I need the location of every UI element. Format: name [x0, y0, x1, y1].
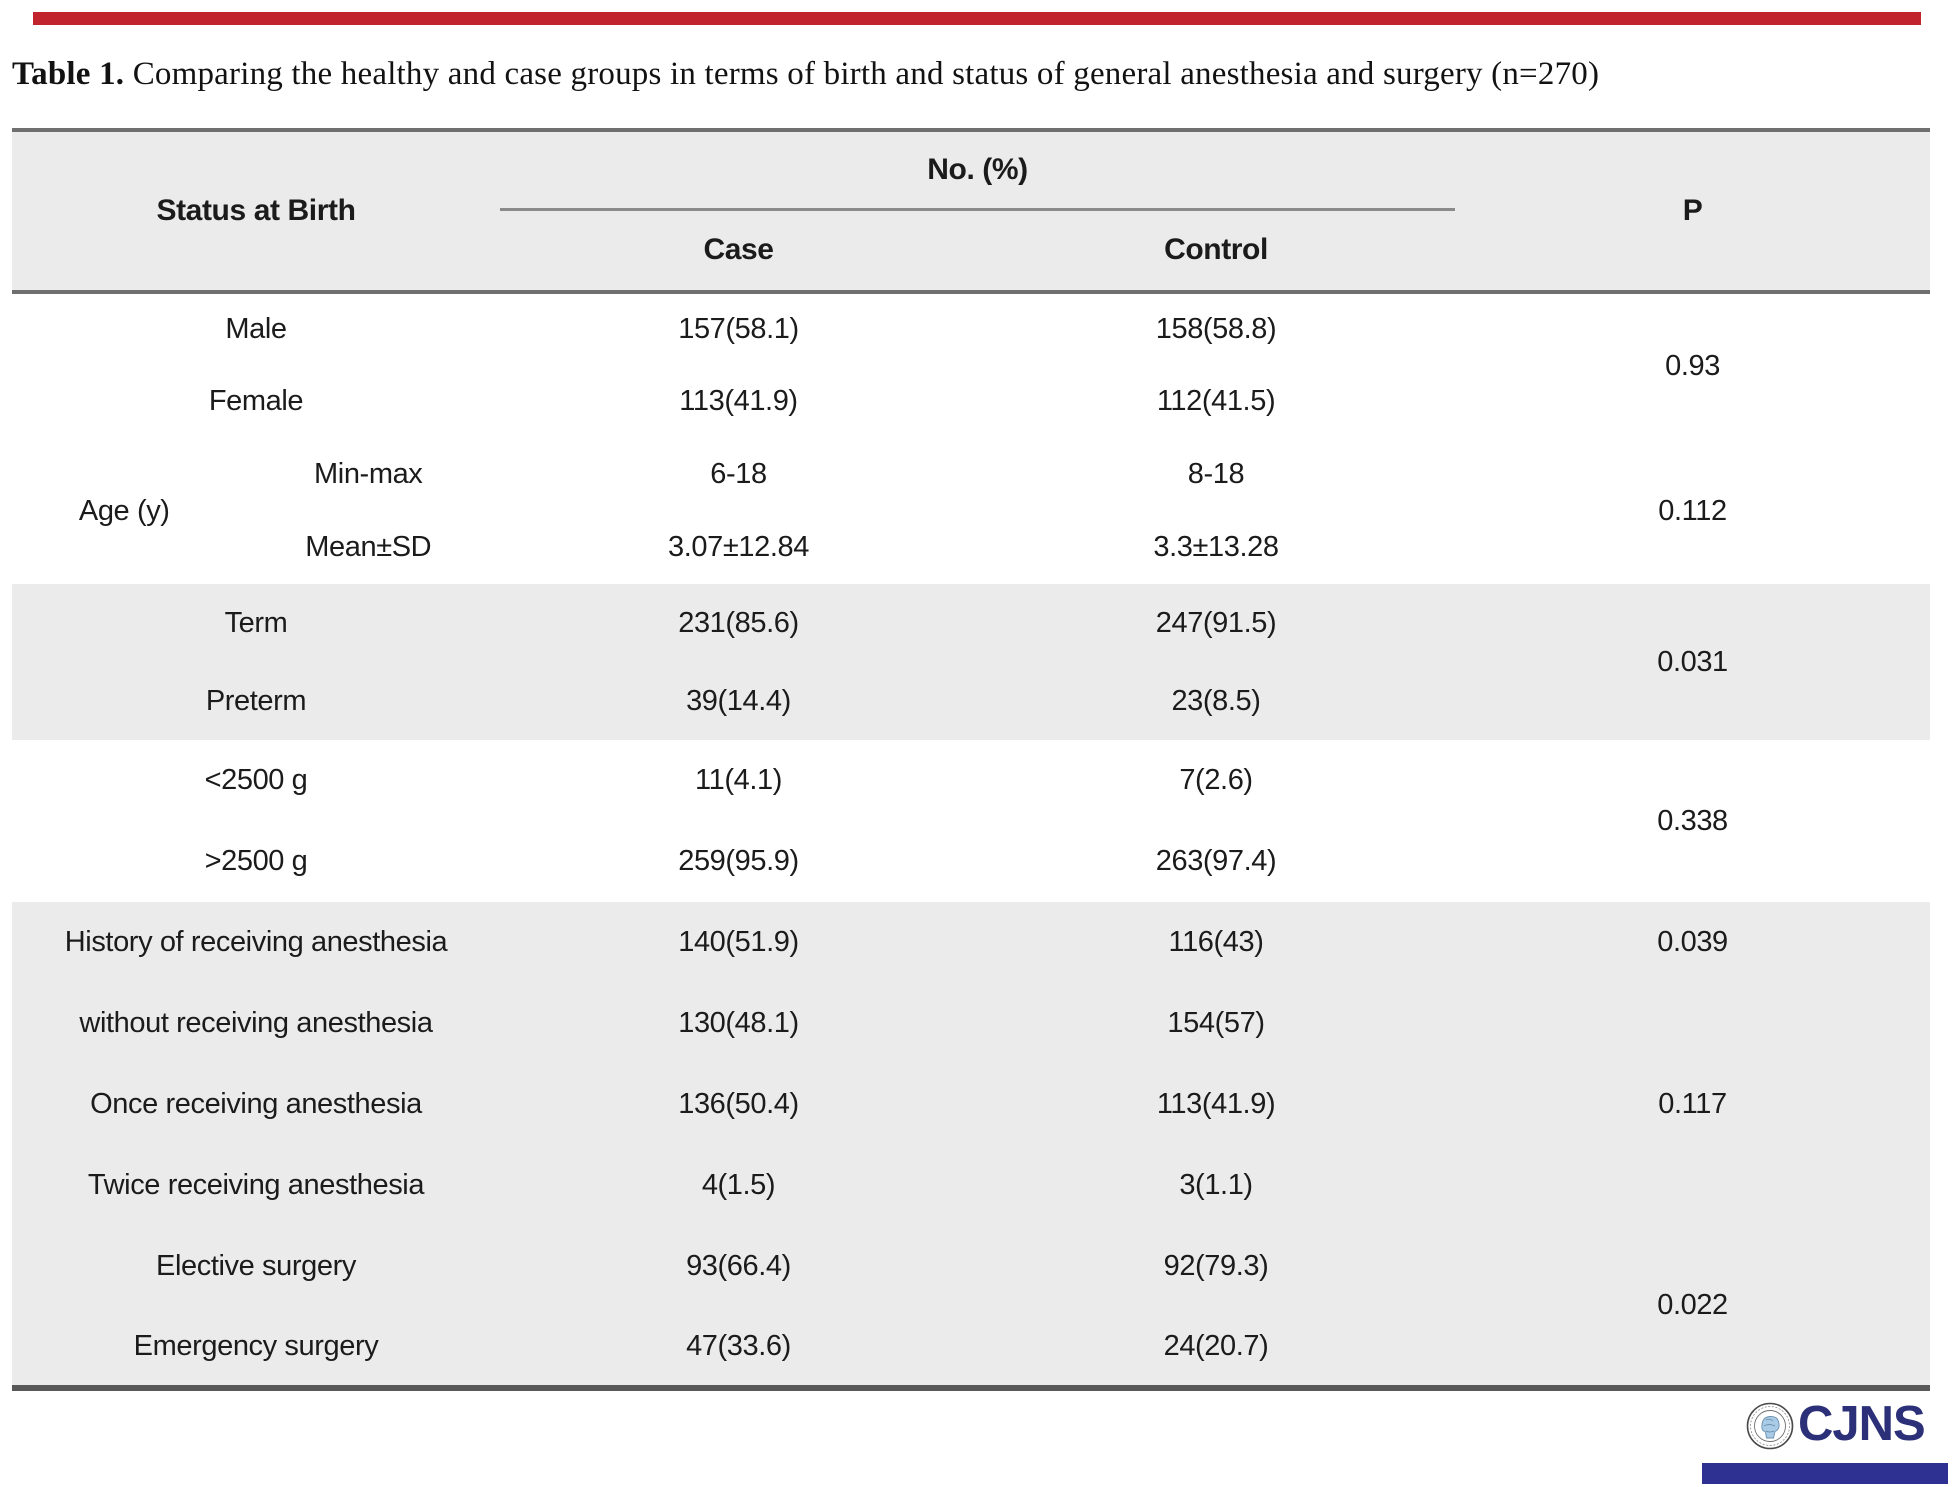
table-row-without-anesthesia: without receiving anesthesia 130(48.1) 1…: [12, 983, 1931, 1064]
control-value: 263(97.4): [1155, 845, 1277, 877]
header-row-1: Status at Birth No. (%) P: [12, 130, 1931, 294]
row-label: Twice receiving anesthesia: [12, 1145, 500, 1226]
case-value: 231(85.6): [500, 584, 977, 662]
case-value: 130(48.1): [500, 983, 977, 1064]
cjns-seal-icon: [1746, 1402, 1794, 1450]
table-row-term: Term 231(85.6) 247(91.5) 0.031: [12, 584, 1931, 740]
row-label: >2500 g: [204, 845, 308, 877]
case-value: 4(1.5): [500, 1145, 977, 1226]
age-label-cell: Age (y) Min-max Mean±SD: [12, 438, 500, 584]
control-value: 116(43): [977, 902, 1456, 983]
row-label: Elective surgery: [12, 1226, 500, 1307]
page-top-red-rule: [33, 12, 1921, 25]
control-value: 7(2.6): [1179, 764, 1253, 796]
table-row-age-minmax: Age (y) Min-max Mean±SD 6-18 8-18 0.112: [12, 438, 1930, 563]
case-value: 47(33.6): [500, 1307, 977, 1388]
row-label: <2500 g: [204, 764, 308, 796]
table-row-over2500: >2500 g 259(95.9) 263(97.4): [12, 821, 1930, 902]
control-value: 3(1.1): [977, 1145, 1456, 1226]
header-p: P: [1455, 130, 1931, 294]
case-value: 113(41.9): [679, 385, 798, 417]
page-bottom-blue-rule: [1702, 1463, 1948, 1484]
table-row-age-meansd: 3.07±12.84 3.3±13.28: [12, 511, 1930, 584]
control-value: 23(8.5): [977, 662, 1456, 740]
p-value-weight: 0.338: [1657, 804, 1728, 837]
row-label: Female: [208, 385, 304, 417]
table-row-elective-surgery: Elective surgery 93(66.4) 92(79.3) 0.022: [12, 1226, 1931, 1388]
row-label: Min-max: [314, 458, 423, 490]
p-value-maturity: 0.031: [1455, 584, 1931, 740]
age-group-label: Age (y): [78, 494, 170, 527]
row-label: History of receiving anesthesia: [12, 902, 500, 983]
control-value: 3.3±13.28: [1153, 531, 1279, 563]
row-label: without receiving anesthesia: [12, 983, 500, 1064]
p-value-age: 0.112: [1658, 494, 1727, 527]
case-value: 39(14.4): [500, 662, 977, 740]
table-caption-number: Table 1.: [12, 56, 125, 92]
age-sub-labels: Min-max Mean±SD: [236, 438, 500, 584]
table-row-history-anesthesia: History of receiving anesthesia 140(51.9…: [12, 902, 1931, 983]
table-row-emergency-surgery: Emergency surgery 47(33.6) 24(20.7): [12, 1307, 1930, 1388]
control-value: 24(20.7): [977, 1307, 1456, 1388]
journal-abbreviation: CJNS: [1798, 1397, 1926, 1451]
p-value-sex: 0.93: [1665, 349, 1720, 382]
row-label: Male: [225, 313, 287, 345]
table-caption-text: Comparing the healthy and case groups in…: [124, 56, 1600, 92]
case-value: 11(4.1): [695, 764, 782, 796]
row-label: Term: [12, 584, 500, 662]
table-row-once-anesthesia: Once receiving anesthesia 136(50.4) 113(…: [12, 1064, 1931, 1145]
case-value: 93(66.4): [500, 1226, 977, 1307]
comparison-table: Status at Birth No. (%) P Case Control M…: [12, 128, 1931, 1391]
case-value: 140(51.9): [500, 902, 977, 983]
header-case: Case: [500, 209, 977, 294]
p-value-empty: [1455, 983, 1931, 1064]
header-row-2: Case Control: [12, 209, 1930, 294]
table-row-female: Female 113(41.9) 112(41.5): [12, 365, 1930, 438]
case-value: 3.07±12.84: [668, 531, 809, 563]
journal-footer: CJNS: [1690, 1397, 1953, 1487]
control-value: 154(57): [977, 983, 1456, 1064]
control-value: 112(41.5): [1156, 385, 1276, 417]
p-value-empty: [1455, 1145, 1931, 1226]
header-control: Control: [977, 209, 1456, 294]
case-value: 157(58.1): [678, 313, 799, 345]
p-value-anesthesia-history: 0.039: [1455, 902, 1931, 983]
row-label: Once receiving anesthesia: [12, 1064, 500, 1145]
table-row-under2500: <2500 g 11(4.1) 7(2.6) 0.338: [12, 740, 1930, 837]
control-value: 247(91.5): [977, 584, 1456, 662]
row-label: Emergency surgery: [12, 1307, 500, 1388]
control-value: 158(58.8): [1155, 313, 1277, 345]
case-value: 259(95.9): [678, 845, 799, 877]
table-row-twice-anesthesia: Twice receiving anesthesia 4(1.5) 3(1.1): [12, 1145, 1931, 1226]
control-value: 113(41.9): [977, 1064, 1456, 1145]
age-cell-layout: Age (y) Min-max Mean±SD: [12, 438, 500, 584]
p-value-anesthesia-times: 0.117: [1455, 1064, 1931, 1145]
case-value: 136(50.4): [500, 1064, 977, 1145]
table-row-preterm: Preterm 39(14.4) 23(8.5): [12, 662, 1930, 740]
header-status-at-birth: Status at Birth: [12, 130, 500, 294]
header-no-percent: No. (%): [500, 130, 1456, 211]
p-value-surgery-type: 0.022: [1455, 1226, 1931, 1388]
table-row-male: Male 157(58.1) 158(58.8) 0.93: [12, 292, 1930, 382]
row-label: Mean±SD: [305, 531, 432, 563]
row-label: Preterm: [12, 662, 500, 740]
case-value: 6-18: [710, 458, 767, 490]
table-caption: Table 1. Comparing the healthy and case …: [12, 56, 1932, 93]
control-value: 92(79.3): [977, 1226, 1456, 1307]
control-value: 8-18: [1187, 458, 1245, 490]
